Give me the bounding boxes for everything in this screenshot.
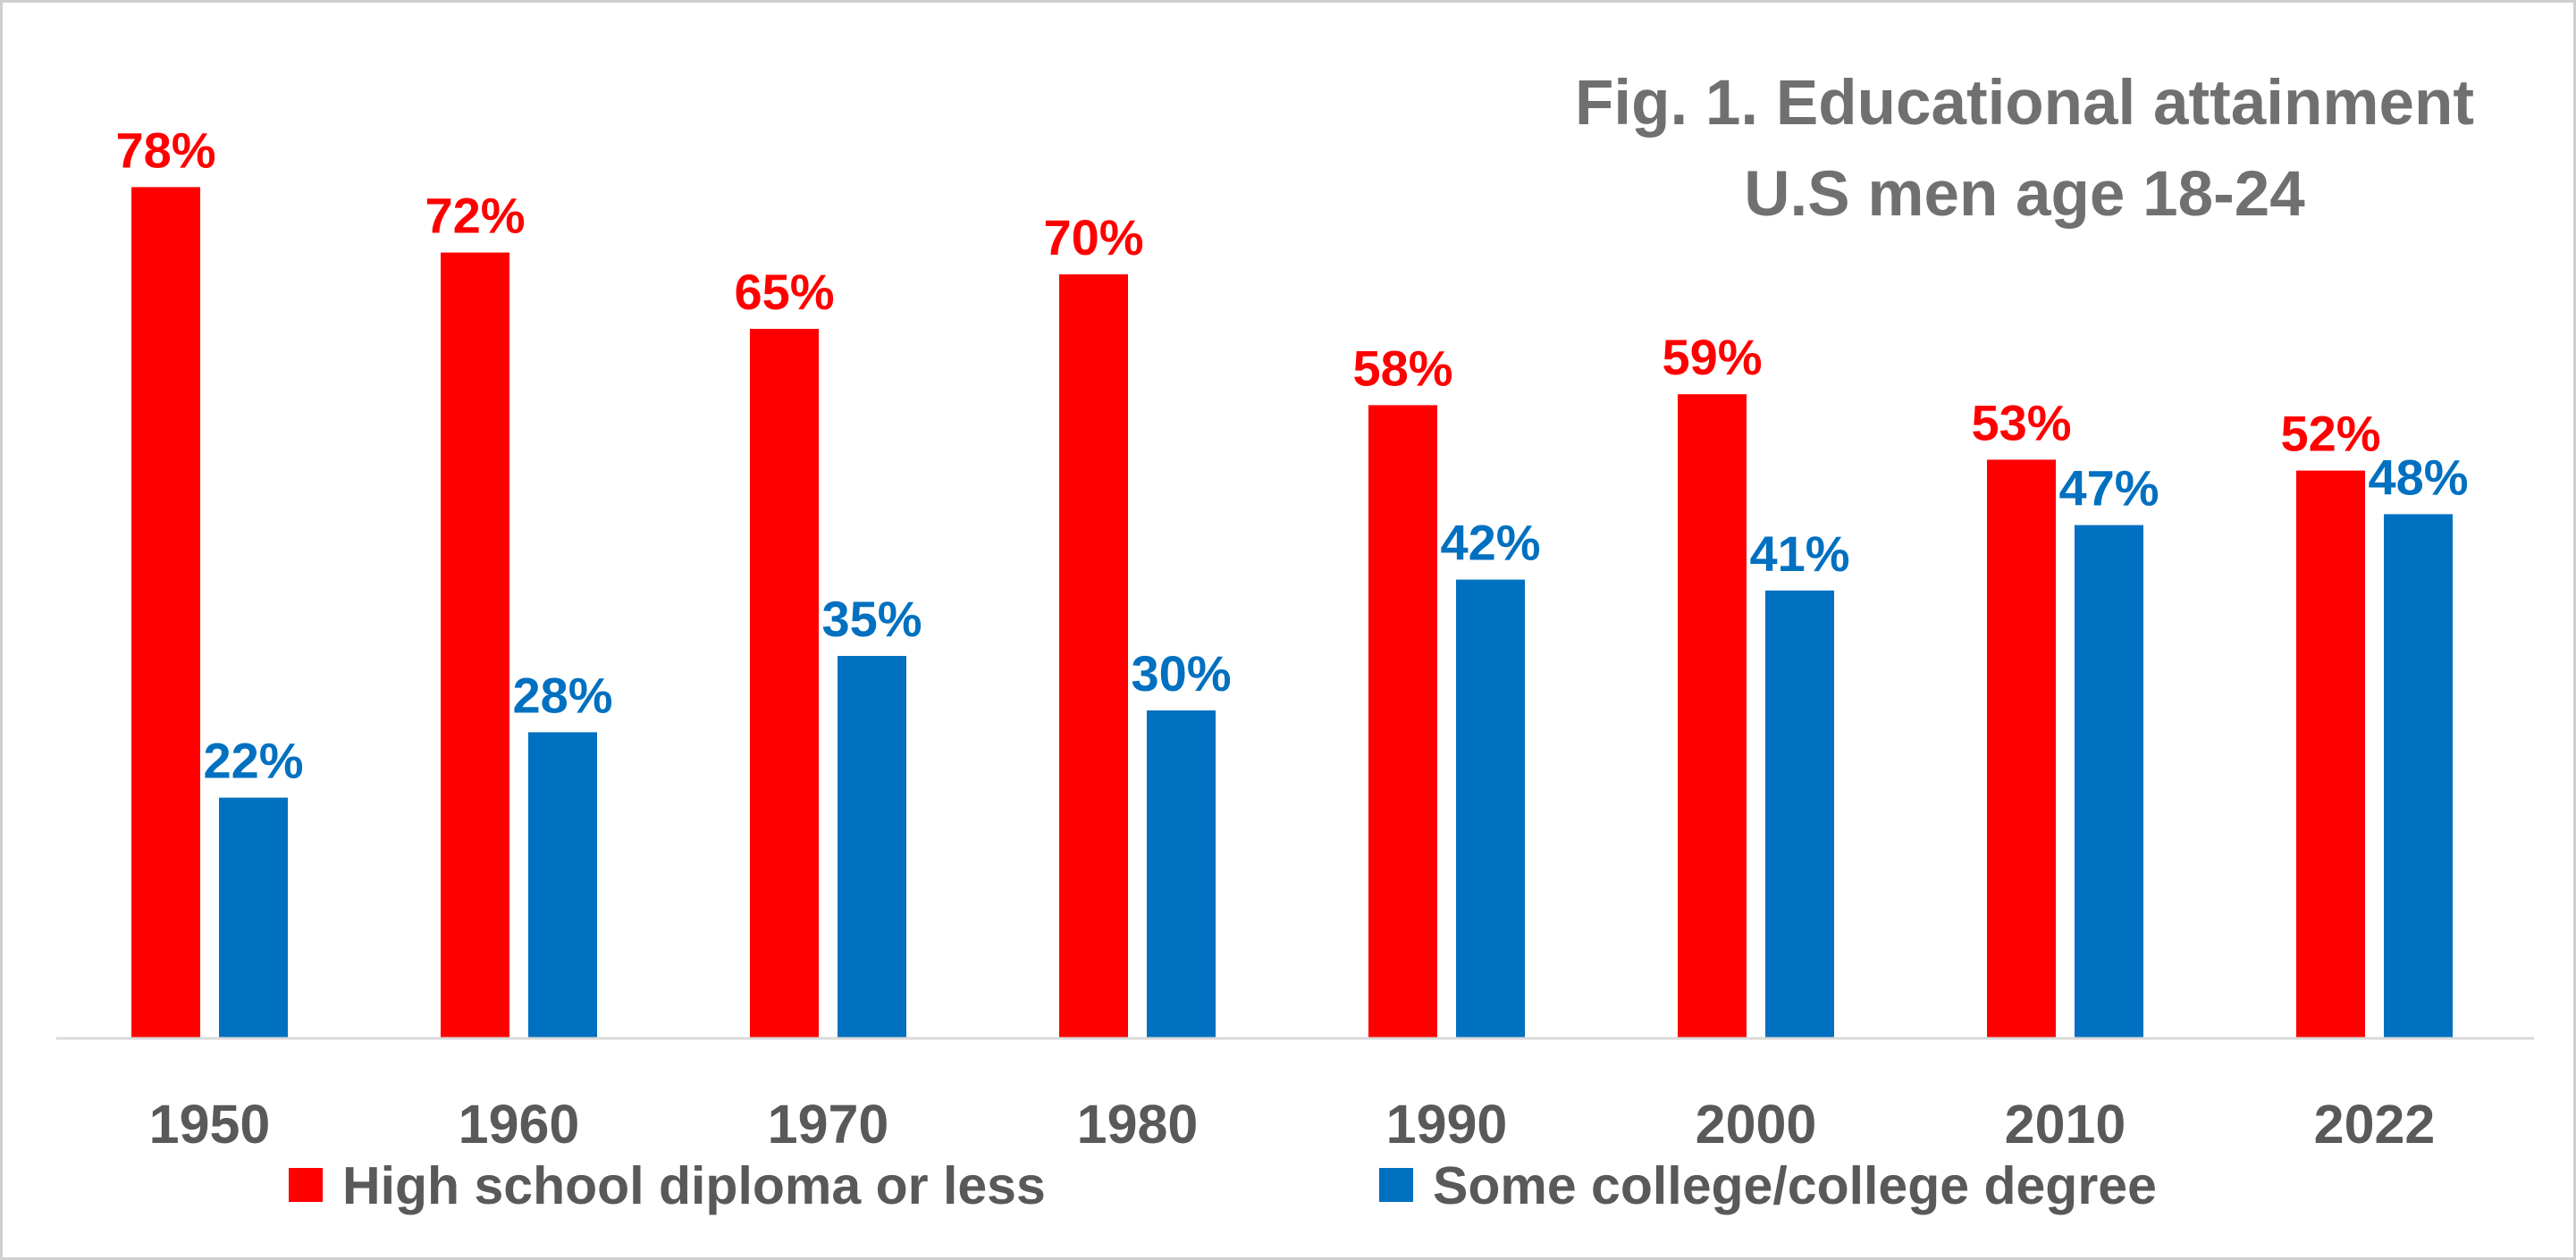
- data-label-college-1960: 28%: [512, 667, 612, 723]
- data-label-college-2000: 41%: [1749, 525, 1849, 582]
- x-tick-label-1980: 1980: [1077, 1094, 1199, 1155]
- bar-group-1960: 72% 28% 1960: [425, 188, 612, 1155]
- chart-title: Fig. 1. Educational attainment: [1575, 68, 2474, 139]
- x-tick-label-2000: 2000: [1696, 1094, 1817, 1155]
- bar-hs-1960: [441, 252, 509, 1038]
- bar-group-1980: 70% 30% 1980: [1043, 209, 1231, 1155]
- data-label-hs-1980: 70%: [1043, 209, 1143, 265]
- data-label-college-1950: 22%: [203, 733, 303, 789]
- legend: High school diploma or less Some college/…: [289, 1156, 2157, 1215]
- legend-swatch: [289, 1168, 323, 1202]
- data-label-college-2022: 48%: [2368, 449, 2468, 505]
- x-tick-label-1950: 1950: [149, 1094, 271, 1155]
- bar-group-2010: 53% 47% 2010: [1971, 394, 2159, 1155]
- bar-college-1980: [1147, 710, 1216, 1037]
- bar-college-1960: [528, 732, 597, 1037]
- bar-hs-2022: [2296, 470, 2365, 1037]
- bar-college-1970: [838, 656, 906, 1037]
- bar-hs-2000: [1678, 394, 1747, 1037]
- legend-item-high-school: High school diploma or less: [289, 1156, 1046, 1215]
- bar-group-2022: 52%48% 2022: [2280, 406, 2468, 1155]
- bar-hs-1950: [131, 187, 200, 1037]
- bar-group-1970: 65% 35% 1970: [734, 264, 922, 1155]
- legend-label: High school diploma or less: [342, 1156, 1046, 1215]
- x-tick-label-1990: 1990: [1386, 1094, 1508, 1155]
- bar-group-1990: 58% 42% 1990: [1352, 340, 1540, 1155]
- x-tick-label-2010: 2010: [2005, 1094, 2126, 1155]
- data-label-hs-2010: 53%: [1971, 394, 2071, 450]
- data-label-hs-1950: 78%: [115, 122, 215, 178]
- data-label-hs-2022: 52%: [2280, 406, 2380, 462]
- x-tick-label-2022: 2022: [2314, 1094, 2436, 1155]
- bar-group-2000: 59% 41% 2000: [1662, 329, 1849, 1155]
- data-label-college-1980: 30%: [1131, 645, 1231, 701]
- bar-hs-1970: [750, 329, 819, 1037]
- bar-college-1990: [1456, 579, 1525, 1037]
- bar-college-2022: [2384, 514, 2453, 1037]
- data-label-hs-1970: 65%: [734, 264, 834, 320]
- bar-group-1950: 78% 22% 1950: [115, 122, 303, 1155]
- legend-item-college: Some college/college degree: [1379, 1156, 2157, 1215]
- data-label-college-2010: 47%: [2058, 460, 2159, 517]
- bar-hs-1980: [1059, 274, 1128, 1037]
- plot-area: 78% 22% 1950 72% 28% 1960 65% 35% 1970 70% 30% 1980…: [56, 122, 2534, 1155]
- legend-label: Some college/college degree: [1433, 1156, 2157, 1215]
- data-label-hs-1990: 58%: [1352, 340, 1452, 396]
- bar-hs-1990: [1368, 405, 1437, 1037]
- legend-swatch: [1379, 1168, 1413, 1202]
- bar-college-2010: [2075, 525, 2143, 1037]
- x-tick-label-1960: 1960: [459, 1094, 580, 1155]
- data-label-college-1990: 42%: [1440, 515, 1540, 571]
- chart-subtitle: U.S men age 18-24: [1744, 159, 2305, 230]
- bar-college-1950: [219, 797, 288, 1037]
- bar-college-2000: [1765, 590, 1834, 1037]
- bar-hs-2010: [1987, 459, 2056, 1037]
- data-label-college-1970: 35%: [821, 591, 922, 647]
- bar-chart: Fig. 1. Educational attainment U.S men a…: [56, 68, 2534, 1215]
- data-label-hs-2000: 59%: [1662, 329, 1762, 385]
- data-label-hs-1960: 72%: [425, 188, 525, 244]
- x-tick-label-1970: 1970: [768, 1094, 889, 1155]
